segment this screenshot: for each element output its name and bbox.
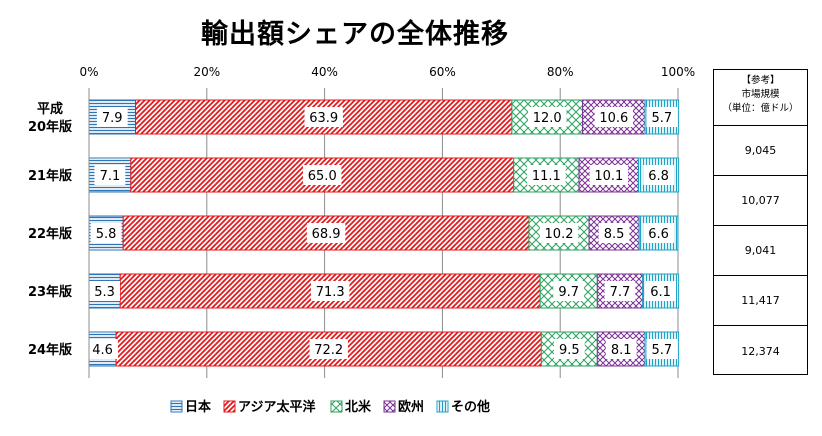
- legend-label: 日本: [185, 399, 211, 415]
- data-label: 10.2: [545, 227, 574, 242]
- data-label-box: [594, 107, 633, 127]
- data-label: 7.7: [610, 285, 631, 300]
- data-label-box: [589, 165, 628, 185]
- data-label-box: [598, 223, 630, 243]
- data-label: 5.3: [94, 285, 115, 300]
- data-label-box: [643, 165, 674, 185]
- data-label: 9.7: [558, 285, 579, 300]
- legend-label: 北米: [345, 399, 372, 415]
- data-label: 11.1: [532, 169, 561, 184]
- data-label: 72.2: [314, 343, 343, 358]
- data-label-box: [309, 339, 348, 359]
- data-label: 7.1: [100, 169, 121, 184]
- data-label: 68.9: [312, 227, 341, 242]
- data-label: 6.1: [650, 285, 671, 300]
- data-label-box: [96, 107, 128, 127]
- market-header-unit: （単位：億ドル）: [722, 103, 799, 114]
- market-row: 9,045: [714, 126, 807, 176]
- data-label-box: [303, 165, 342, 185]
- data-label-box: [539, 223, 579, 243]
- data-label: 8.1: [611, 343, 632, 358]
- legend-item: 欧州: [383, 399, 424, 415]
- data-label-box: [645, 281, 677, 301]
- x-tick-label: 40%: [311, 65, 338, 79]
- data-label-box: [605, 339, 637, 359]
- category-label: 24年版: [28, 342, 72, 358]
- data-label-box: [527, 165, 566, 185]
- data-label-box: [646, 339, 678, 359]
- data-label: 7.9: [102, 111, 123, 126]
- data-label-box: [643, 223, 674, 243]
- data-label-box: [310, 281, 350, 301]
- data-label: 5.7: [651, 343, 672, 358]
- data-label-box: [94, 165, 126, 185]
- x-tick-label: 100%: [661, 65, 695, 79]
- data-label: 6.8: [648, 169, 669, 184]
- data-label-box: [306, 223, 346, 243]
- category-label: 22年版: [28, 226, 72, 242]
- market-row: 10,077: [714, 176, 807, 226]
- data-label: 10.6: [599, 111, 628, 126]
- data-label: 5.7: [651, 111, 672, 126]
- market-row: 11,417: [714, 276, 807, 326]
- legend-label: アジア太平洋: [238, 399, 315, 415]
- chart-title: 輸出額シェアの全体推移: [201, 19, 509, 50]
- data-label-box: [304, 107, 343, 127]
- bar-segment: [511, 99, 584, 135]
- legend-swatch: [170, 400, 183, 413]
- category-label: 平成 20年版: [28, 101, 72, 135]
- legend-swatch: [330, 400, 343, 413]
- data-label-box: [646, 107, 678, 127]
- data-label: 9.5: [559, 343, 580, 358]
- data-label: 8.5: [604, 227, 625, 242]
- data-label-box: [90, 223, 122, 243]
- data-label-box: [553, 281, 585, 301]
- x-tick-label: 60%: [429, 65, 456, 79]
- data-label: 5.8: [96, 227, 117, 242]
- data-label-box: [87, 339, 118, 359]
- legend-swatch: [223, 400, 236, 413]
- legend-item: その他: [436, 399, 490, 415]
- data-label: 71.3: [316, 285, 345, 300]
- data-label: 12.0: [533, 111, 562, 126]
- data-label-box: [553, 339, 585, 359]
- x-tick-label: 0%: [79, 65, 98, 79]
- market-header-title: 市場規模: [741, 89, 780, 100]
- legend-item: アジア太平洋: [223, 399, 315, 415]
- data-label: 63.9: [309, 111, 338, 126]
- bar-segment: [528, 215, 590, 251]
- category-label: 21年版: [28, 168, 72, 184]
- legend-swatch: [436, 400, 449, 413]
- category-label: 23年版: [28, 284, 72, 300]
- legend-label: その他: [451, 399, 490, 415]
- market-row: 12,374: [741, 344, 780, 358]
- market-size-table: 【参考】 市場規模 （単位：億ドル） 9,045 10,077 9,041 11…: [713, 69, 808, 375]
- x-tick-label: 80%: [547, 65, 574, 79]
- data-label-box: [89, 281, 121, 301]
- market-row: 9,041: [714, 226, 807, 276]
- data-label-box: [528, 107, 567, 127]
- data-label: 6.6: [648, 227, 669, 242]
- legend-swatch: [383, 400, 396, 413]
- data-label: 65.0: [308, 169, 337, 184]
- data-label: 10.1: [594, 169, 623, 184]
- data-label: 4.6: [92, 343, 113, 358]
- legend-label: 欧州: [398, 399, 424, 415]
- market-table-header: 【参考】 市場規模 （単位：億ドル）: [714, 70, 807, 126]
- data-label-box: [604, 281, 636, 301]
- legend-item: 日本: [170, 399, 211, 415]
- legend-item: 北米: [330, 399, 372, 415]
- market-header-reference: 【参考】: [741, 75, 780, 86]
- x-tick-label: 20%: [193, 65, 220, 79]
